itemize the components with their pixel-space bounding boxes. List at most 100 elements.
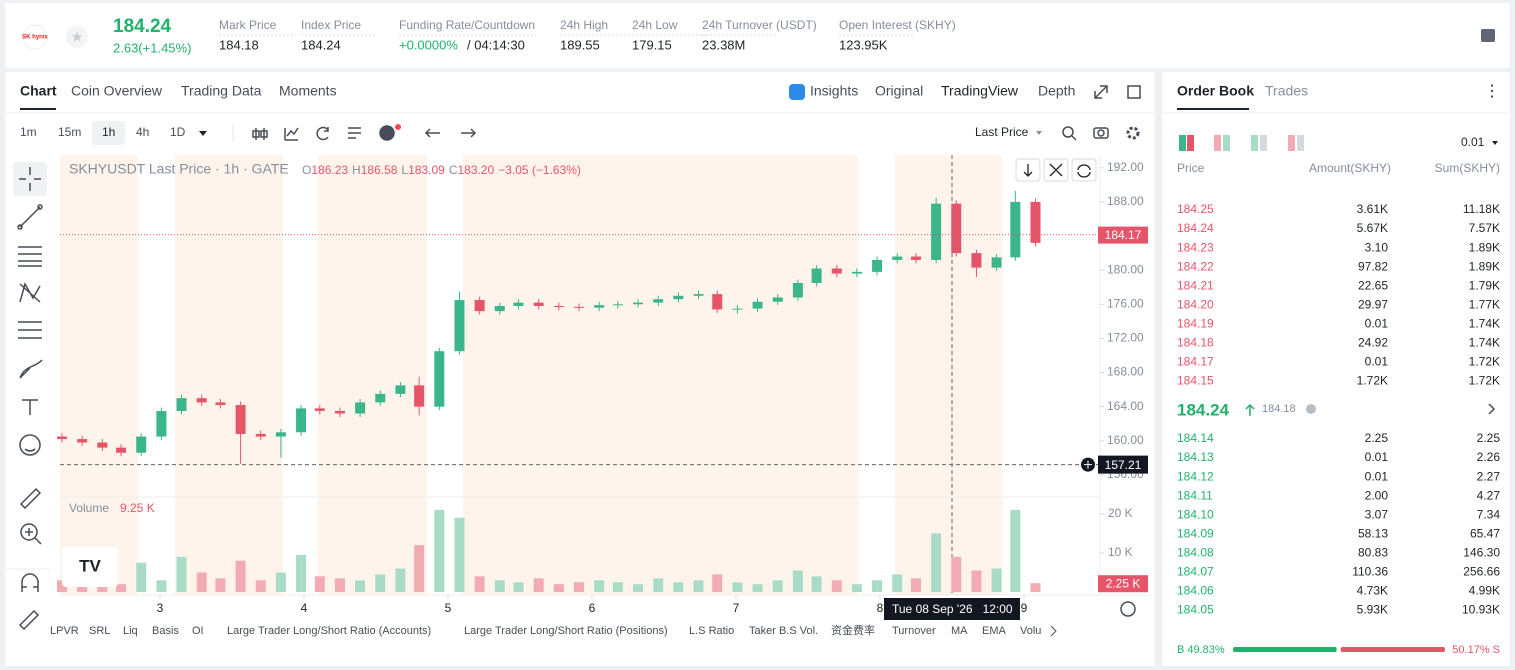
- crosshair-plus-icon[interactable]: [1084, 460, 1092, 469]
- indicator[interactable]: Basis: [152, 625, 179, 637]
- dropdown-icon[interactable]: [1492, 141, 1498, 145]
- indicator[interactable]: L.S Ratio: [689, 625, 734, 637]
- x-tick-label: 6: [589, 601, 596, 615]
- tv-logo-bg: [62, 547, 118, 587]
- book-price[interactable]: 184.18: [1177, 336, 1214, 350]
- stat-value: 179.15: [632, 37, 672, 52]
- book-price[interactable]: 184.22: [1177, 259, 1214, 273]
- tv-logo: TV: [79, 556, 101, 575]
- view-tab[interactable]: TradingView: [941, 83, 1019, 99]
- column-header: Amount(SKHY): [1309, 161, 1391, 175]
- dropdown-icon[interactable]: [1036, 131, 1042, 135]
- book-layout-icons[interactable]: [1179, 135, 1304, 151]
- y-tick-label: 192.00: [1107, 160, 1144, 174]
- book-tab[interactable]: Trades: [1265, 83, 1308, 99]
- book-price[interactable]: 184.11: [1177, 488, 1213, 502]
- volume-bar: [375, 574, 386, 592]
- book-price[interactable]: 184.07: [1177, 565, 1214, 579]
- interval[interactable]: 15m: [58, 125, 81, 139]
- volume-bar: [116, 584, 127, 592]
- x-tick-label: 3: [157, 601, 164, 615]
- book-price[interactable]: 184.10: [1177, 507, 1214, 521]
- drawing-tools[interactable]: [17, 167, 43, 631]
- stat-value: 189.55: [560, 37, 600, 52]
- buy-bar: [1233, 647, 1337, 652]
- indicator[interactable]: Large Trader Long/Short Ratio (Accounts): [227, 625, 431, 637]
- ohlc-legend: O186.23 H186.58 L183.09 C183.20 −3.05 (−1.63…: [302, 163, 581, 177]
- indicator[interactable]: Liq: [123, 625, 138, 637]
- book-price[interactable]: 184.24: [1177, 221, 1214, 235]
- candle-body: [474, 300, 485, 312]
- toolbar-icons[interactable]: [252, 125, 1140, 141]
- menu-icon[interactable]: ⋮: [1484, 83, 1500, 100]
- window-icon[interactable]: [1127, 85, 1141, 99]
- star-icon[interactable]: ★: [71, 29, 84, 45]
- chart-tab[interactable]: Chart: [20, 83, 57, 99]
- chart-tab[interactable]: Coin Overview: [71, 83, 163, 99]
- indicator[interactable]: 资金费率: [831, 623, 875, 637]
- info-icon[interactable]: [1306, 404, 1316, 414]
- volume-bar: [513, 582, 524, 592]
- indicator[interactable]: Taker B.S Vol.: [749, 625, 818, 637]
- book-price[interactable]: 184.08: [1177, 545, 1214, 559]
- book-price[interactable]: 184.13: [1177, 450, 1214, 464]
- tool-active[interactable]: [13, 162, 47, 196]
- view-tab[interactable]: Original: [875, 83, 923, 99]
- volume-bar: [931, 533, 942, 592]
- fullscreen-icon[interactable]: [1094, 85, 1108, 99]
- candle-body: [414, 385, 425, 407]
- panel-icon[interactable]: [1481, 29, 1495, 42]
- volume-bar: [991, 568, 1002, 592]
- volume-bar: [474, 576, 485, 592]
- crosshair-price: 157.21: [1105, 458, 1142, 472]
- candle-body: [57, 436, 68, 440]
- book-price[interactable]: 184.20: [1177, 297, 1214, 311]
- book-price[interactable]: 184.25: [1177, 202, 1214, 216]
- interval[interactable]: 1D: [170, 125, 186, 139]
- book-price[interactable]: 184.17: [1177, 355, 1214, 369]
- indicator[interactable]: Turnover: [892, 625, 936, 637]
- view-tab[interactable]: Depth: [1038, 83, 1075, 99]
- book-price[interactable]: 184.15: [1177, 374, 1214, 388]
- book-sum: 4.27: [1477, 488, 1501, 502]
- favorite[interactable]: [66, 26, 88, 48]
- book-price[interactable]: 184.05: [1177, 603, 1214, 617]
- settings-icon[interactable]: [1120, 601, 1136, 617]
- book-price[interactable]: 184.06: [1177, 584, 1214, 598]
- candle-body: [851, 271, 862, 274]
- logo: [22, 24, 48, 50]
- chart-tab[interactable]: Moments: [279, 83, 337, 99]
- indicator[interactable]: EMA: [982, 625, 1007, 637]
- sell-ratio: 50.17% S: [1452, 644, 1500, 656]
- precision[interactable]: 0.01: [1461, 135, 1485, 149]
- book-price[interactable]: 184.12: [1177, 469, 1214, 483]
- book-price[interactable]: 184.09: [1177, 526, 1214, 540]
- book-sum: 1.72K: [1469, 355, 1500, 369]
- book-tab[interactable]: Order Book: [1177, 83, 1254, 99]
- candle-body: [494, 306, 505, 312]
- chart-tab[interactable]: Trading Data: [181, 83, 262, 99]
- more-arrow[interactable]: [1050, 625, 1057, 637]
- book-price[interactable]: 184.21: [1177, 278, 1214, 292]
- book-price[interactable]: 184.14: [1177, 431, 1214, 445]
- indicator[interactable]: Volu: [1020, 625, 1041, 637]
- interval[interactable]: 4h: [136, 125, 149, 139]
- more-arrow[interactable]: [1488, 403, 1496, 415]
- book-amount: 2.00: [1365, 488, 1389, 502]
- book-amount: 58.13: [1358, 526, 1388, 540]
- indicator[interactable]: Large Trader Long/Short Ratio (Positions…: [464, 625, 668, 637]
- button-icons[interactable]: [1023, 163, 1091, 178]
- candle-body: [355, 402, 366, 414]
- interval[interactable]: 1m: [20, 125, 37, 139]
- dropdown-icon[interactable]: [199, 131, 207, 136]
- book-price[interactable]: 184.19: [1177, 316, 1214, 330]
- price-source[interactable]: Last Price: [975, 125, 1029, 139]
- stat-value: / 04:14:30: [467, 37, 525, 52]
- indicator[interactable]: OI: [192, 625, 204, 637]
- indicator[interactable]: MA: [951, 625, 968, 637]
- interval[interactable]: 1h: [102, 125, 115, 139]
- indicator[interactable]: LPVR: [50, 625, 79, 637]
- book-price[interactable]: 184.23: [1177, 240, 1214, 254]
- indicator[interactable]: SRL: [89, 625, 110, 637]
- view-tab[interactable]: Insights: [810, 83, 858, 99]
